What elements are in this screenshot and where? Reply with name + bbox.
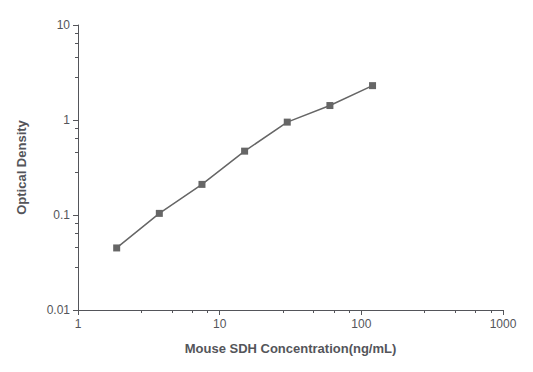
svg-text:1000: 1000 [490,317,517,331]
svg-text:0.1: 0.1 [53,208,70,222]
svg-text:1: 1 [63,113,70,127]
svg-text:1: 1 [75,317,82,331]
svg-text:Mouse SDH Concentration(ng/mL): Mouse SDH Concentration(ng/mL) [185,341,397,356]
svg-text:Optical Density: Optical Density [14,119,29,214]
svg-text:10: 10 [213,317,227,331]
svg-text:0.01: 0.01 [47,303,71,317]
svg-text:10: 10 [57,18,71,32]
svg-text:100: 100 [351,317,371,331]
